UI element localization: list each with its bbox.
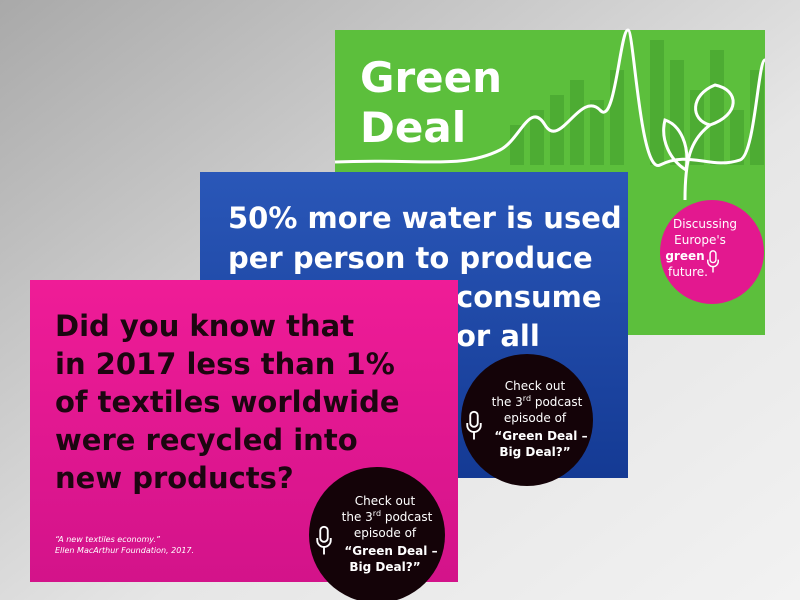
source: Ellen MacArthur Foundation, 2017. xyxy=(55,546,194,555)
wave-line xyxy=(334,28,767,167)
headline-line: Did you know that xyxy=(55,309,354,343)
badge-text: the 3rd podcast xyxy=(492,394,583,409)
badge-text: Big Deal?” xyxy=(349,560,420,574)
badge-text: “Green Deal – xyxy=(494,429,587,443)
headline-line: new products? xyxy=(55,461,294,495)
title-line: Green xyxy=(360,53,502,102)
badge-text: podcast xyxy=(381,510,433,524)
badge-text: green xyxy=(665,249,704,263)
superscript: rd xyxy=(523,394,531,403)
badge-text: Europe's xyxy=(674,233,726,247)
badge-text: episode of xyxy=(354,526,417,540)
badge-text: Check out xyxy=(355,494,416,508)
pink-card: Did you know that in 2017 less than 1% of … xyxy=(30,280,458,600)
badge-text: future. xyxy=(668,265,708,279)
title-line: Deal xyxy=(360,103,466,152)
badge-text: the 3 xyxy=(492,395,523,409)
headline-line: 50% more water is used xyxy=(228,201,622,235)
badge-text: podcast xyxy=(531,395,583,409)
badge-text: episode of xyxy=(504,411,567,425)
source-title: “A new textiles economy.” xyxy=(55,535,161,544)
badge xyxy=(660,200,764,304)
badge-text: “Green Deal – xyxy=(344,544,437,558)
plant-icon xyxy=(662,83,735,201)
headline: Did you know that in 2017 less than 1% of … xyxy=(55,309,400,495)
headline-line: in 2017 less than 1% xyxy=(55,347,395,381)
headline-line: of textiles worldwide xyxy=(55,385,400,419)
headline-line: were recycled into xyxy=(55,423,358,457)
headline-line: or all xyxy=(456,319,540,353)
equalizer xyxy=(510,40,764,165)
headline-line: consume xyxy=(456,280,602,314)
badge-text: Discussing xyxy=(673,217,737,231)
badge-text: the 3 xyxy=(342,510,373,524)
badge-text: Check out xyxy=(505,379,566,393)
headline-line: per person to produce xyxy=(228,241,593,275)
badge-text: Big Deal?” xyxy=(499,445,570,459)
superscript: rd xyxy=(373,509,381,518)
badge-text: the 3rd podcast xyxy=(342,509,433,524)
badge xyxy=(309,467,445,600)
badge xyxy=(461,354,593,486)
